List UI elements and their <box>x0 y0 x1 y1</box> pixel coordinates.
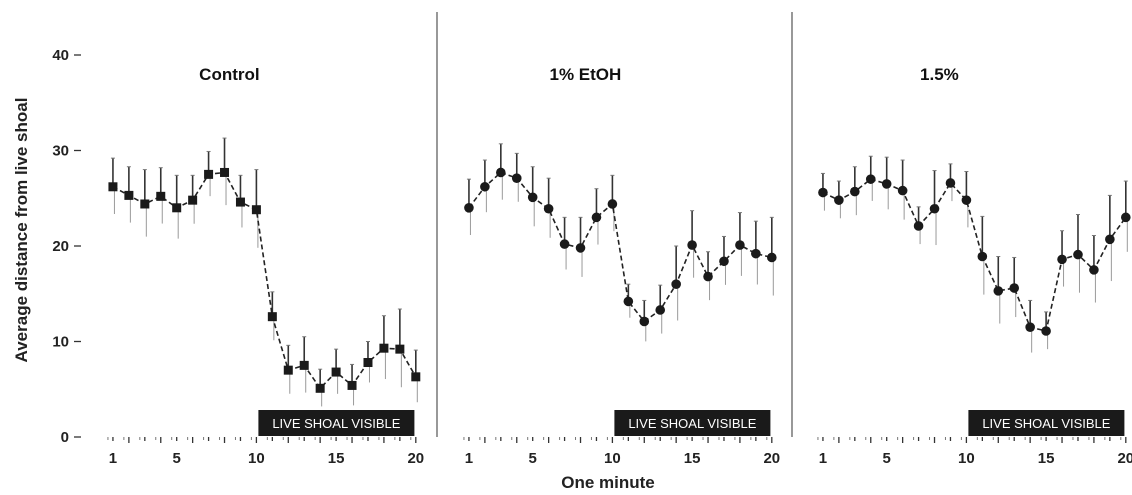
data-point <box>865 174 876 184</box>
data-point <box>108 182 118 192</box>
y-axis-label: Average distance from live shoal <box>12 98 31 363</box>
data-point <box>639 316 650 327</box>
data-point <box>591 212 602 223</box>
x-tick-label: 20 <box>763 450 780 467</box>
data-point <box>331 367 341 377</box>
data-point <box>929 203 940 214</box>
data-point <box>363 358 373 368</box>
data-point <box>1041 326 1051 336</box>
data-point <box>993 286 1004 296</box>
y-tick-label: 0 <box>61 429 69 446</box>
data-point <box>671 279 681 290</box>
data-point <box>1009 283 1020 293</box>
data-point <box>945 178 956 188</box>
data-point <box>961 195 972 205</box>
data-point <box>1073 249 1083 260</box>
panel-title: Control <box>199 65 259 84</box>
live-shoal-badge-label: LIVE SHOAL VISIBLE <box>272 416 400 431</box>
data-point <box>751 248 761 259</box>
data-point <box>347 380 357 390</box>
data-point <box>411 372 421 382</box>
series-line <box>468 171 772 323</box>
data-point <box>172 203 182 213</box>
data-point <box>559 239 570 249</box>
x-tick-label: 5 <box>173 450 181 467</box>
data-point <box>543 203 554 214</box>
data-point <box>818 187 828 198</box>
y-tick-label: 30 <box>52 143 69 160</box>
panel-title: 1.5% <box>920 65 959 84</box>
data-point <box>655 305 666 315</box>
data-point <box>703 271 713 282</box>
data-point <box>897 185 908 196</box>
data-point <box>1089 265 1099 275</box>
x-tick-label: 15 <box>328 450 345 467</box>
data-point <box>607 199 618 209</box>
data-point <box>1057 254 1067 265</box>
y-tick-label: 40 <box>52 47 69 64</box>
data-point <box>1105 234 1115 245</box>
data-point <box>188 195 198 205</box>
x-tick-label: 15 <box>684 450 701 467</box>
data-point <box>480 181 490 192</box>
live-shoal-badge <box>968 410 1125 436</box>
data-point <box>527 192 538 203</box>
data-point <box>283 365 293 375</box>
data-point <box>977 251 988 262</box>
data-point <box>140 199 150 209</box>
y-tick-label: 10 <box>52 334 69 351</box>
x-tick-label: 10 <box>604 450 621 467</box>
data-point <box>235 197 245 207</box>
data-point <box>267 312 277 322</box>
data-point <box>511 173 522 183</box>
x-axis-label: One minute <box>561 473 655 492</box>
data-point <box>156 191 166 201</box>
data-point <box>464 203 474 213</box>
y-axis: 0 10 20 30 40 <box>52 47 81 446</box>
live-shoal-badge <box>258 410 415 436</box>
data-point <box>395 344 405 354</box>
data-point <box>315 383 325 393</box>
data-point <box>850 186 860 197</box>
data-point <box>1025 322 1035 332</box>
data-point <box>834 195 844 205</box>
data-point <box>913 221 924 231</box>
live-shoal-badge-label: LIVE SHOAL VISIBLE <box>982 416 1110 431</box>
x-tick-label: 1 <box>109 450 117 467</box>
data-point <box>1121 212 1131 223</box>
data-point <box>496 167 506 178</box>
x-tick-label: 5 <box>883 450 891 467</box>
data-point <box>719 256 729 267</box>
x-tick-label: 20 <box>1117 450 1132 467</box>
data-point <box>251 205 261 215</box>
live-shoal-badge <box>614 410 771 436</box>
data-point <box>575 243 586 253</box>
x-tick-label: 10 <box>248 450 265 467</box>
x-tick-label: 15 <box>1038 450 1055 467</box>
x-tick-label: 5 <box>529 450 537 467</box>
data-point <box>379 343 389 353</box>
live-shoal-badge-label: LIVE SHOAL VISIBLE <box>628 416 756 431</box>
data-point <box>735 240 745 250</box>
x-tick-label: 10 <box>958 450 975 467</box>
data-point <box>204 169 214 179</box>
x-tick-label: 20 <box>407 450 424 467</box>
data-point <box>623 296 634 307</box>
data-point <box>881 179 892 189</box>
x-tick-label: 1 <box>819 450 827 467</box>
series-line <box>112 171 417 390</box>
panel-title: 1% EtOH <box>550 65 622 84</box>
data-point <box>220 167 230 177</box>
data-point <box>299 360 309 370</box>
data-point <box>124 190 134 200</box>
data-point <box>687 240 697 250</box>
y-tick-label: 20 <box>52 238 69 255</box>
data-point <box>767 252 777 263</box>
x-tick-label: 1 <box>465 450 473 467</box>
